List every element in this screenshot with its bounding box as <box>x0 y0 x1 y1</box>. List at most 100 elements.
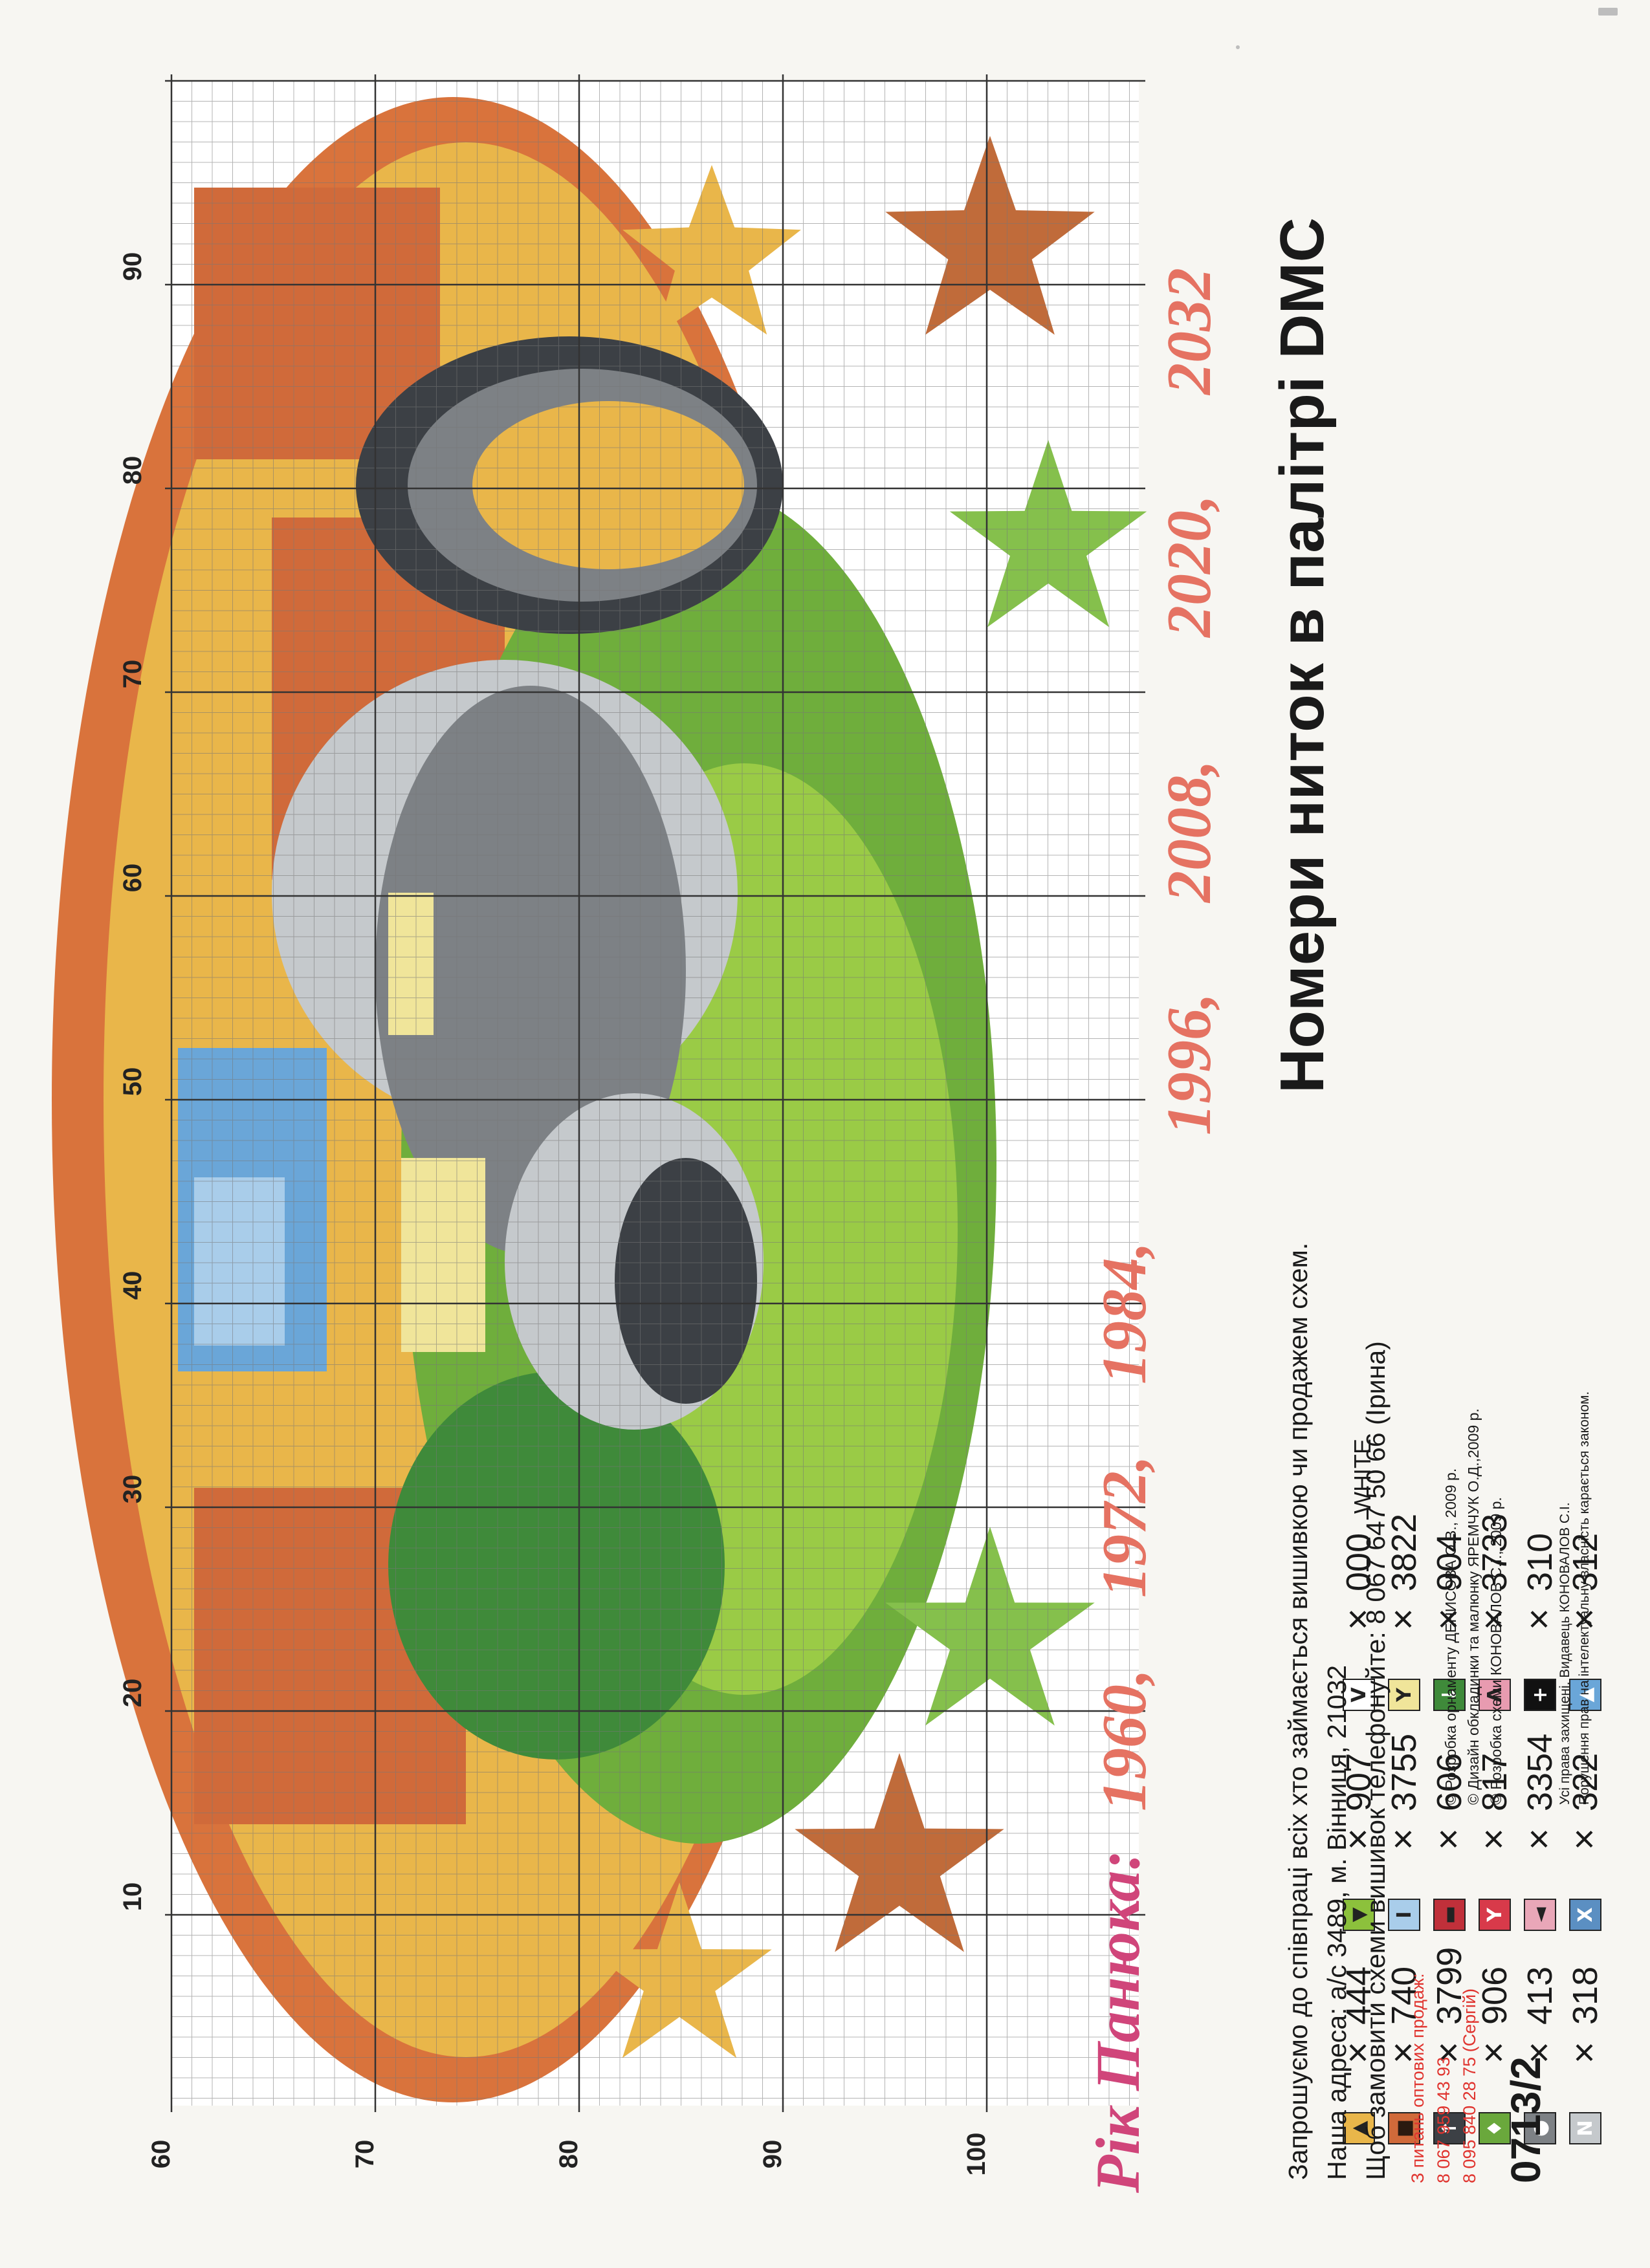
script-title: Рік Панюка: <box>1083 1850 1152 2194</box>
legend-item: ↓ × 904 <box>1427 1533 1469 1711</box>
legend-swatch <box>1479 1679 1511 1711</box>
x-axis-label: 70 <box>118 660 147 689</box>
legend-multiplier: × <box>1518 2042 1560 2064</box>
year-2032: 2032 <box>1154 268 1224 396</box>
year-1996: 1996, <box>1154 993 1224 1136</box>
legend-extra-label: WHITE <box>1349 1439 1376 1514</box>
legend-symbol: V <box>1348 1687 1370 1703</box>
credit-line: © Розробка схеми КОНОВАЛОВ С.І., 2009 р. <box>1488 1497 1504 1805</box>
cooperation-line-1: Запрошуємо до співпраці всіх хто займаєт… <box>1283 1243 1313 2180</box>
legend-dmc-code: 907 <box>1339 1753 1378 1811</box>
legend-multiplier: × <box>1473 1828 1515 1850</box>
legend-dmc-code: 000 <box>1339 1533 1378 1591</box>
legend-item: Y × 817 <box>1473 1753 1515 1931</box>
legend-dmc-code: 3733 <box>1475 1514 1514 1591</box>
legend-item: Y × 3822 <box>1382 1514 1424 1711</box>
legend-item: X × 322 <box>1563 1753 1605 1931</box>
legend-swatch <box>1433 2112 1466 2144</box>
legend-title: Номери ниток в палітрі DMC <box>1268 217 1337 1093</box>
legend-dmc-code: 310 <box>1521 1533 1559 1591</box>
credits: © Розробка орнаменту ДЕНИСОВА О.В., 2009… <box>1442 1408 1504 1805</box>
legend-multiplier: × <box>1427 1608 1469 1630</box>
legend-swatch <box>1524 1899 1556 1931</box>
legend-swatch <box>1343 1679 1375 1711</box>
brown-star <box>885 136 1095 335</box>
x-axis-label: 50 <box>118 1067 147 1096</box>
legend-items: ▲×444■×740↑×3799♦×906●×413N×318▼×907I×37… <box>1337 1439 1605 2144</box>
legend-symbol: ▲ <box>1348 2121 1370 2135</box>
legend-symbol: ◄ <box>1529 1907 1552 1922</box>
legend-symbol: ↓ <box>1438 1686 1461 1703</box>
legend-symbol: ▼ <box>1348 1907 1370 1922</box>
legend-swatch <box>1479 2112 1511 2144</box>
x-axis-label: 90 <box>118 252 147 281</box>
year-1984: 1984, <box>1090 1242 1160 1385</box>
legend-multiplier: × <box>1563 1828 1605 1850</box>
legend-item: ▬ × 606 <box>1427 1753 1469 1931</box>
y-axis-label: 100 <box>962 2133 991 2176</box>
rights-notice: Усі права захищені. Видавець КОНОВАЛОВ С… <box>1557 1391 1592 1805</box>
legend-dmc-code: 904 <box>1430 1533 1469 1591</box>
legend-swatch <box>1524 2112 1556 2144</box>
stitch-region <box>388 893 434 1035</box>
wholesale-phone-2: 8 095 840 28 75 (Сергій) <box>1460 1989 1479 2183</box>
y-axis-label: 90 <box>758 2140 787 2169</box>
wholesale-contacts: З питань оптових продаж: 8 067 959 43 93… <box>1408 1973 1479 2183</box>
black-swirl <box>615 1158 757 1404</box>
legend-symbol: ● <box>1529 2120 1552 2137</box>
scheme-code: 0713/2 <box>1502 2056 1549 2183</box>
legend-item: ● × 413 <box>1518 1967 1560 2144</box>
wholesale-title: З питань оптових продаж: <box>1408 1973 1427 2183</box>
stitch-region <box>194 1177 285 1346</box>
credit-line: © Дизайн обкладинки та малюнку ЯРЕМЧУК О… <box>1465 1408 1482 1805</box>
legend-multiplier: × <box>1337 2042 1379 2064</box>
legend-swatch <box>1433 1679 1466 1711</box>
x-axis-label: 40 <box>118 1271 147 1300</box>
dmc-legend: Номери ниток в палітрі DMC ▲×444■×740↑×3… <box>1268 217 1605 2144</box>
scan-speck <box>1236 45 1240 49</box>
scan-speck <box>1598 8 1618 16</box>
legend-dmc-code: 906 <box>1475 1967 1514 2025</box>
legend-multiplier: × <box>1518 1608 1560 1630</box>
brown-star <box>795 1753 1004 1952</box>
legend-symbol: Y <box>1484 1907 1506 1923</box>
x-axis-label: 20 <box>118 1679 147 1708</box>
legend-dmc-code: 312 <box>1566 1533 1605 1591</box>
legend-symbol: ▬ <box>1438 1906 1461 1924</box>
legend-dmc-code: 322 <box>1566 1753 1605 1811</box>
legend-item: ♦ × 906 <box>1473 1967 1515 2144</box>
legend-item: Λ × 3733 <box>1473 1514 1515 1711</box>
legend-multiplier: × <box>1427 1828 1469 1850</box>
grid-lines <box>165 74 1145 2112</box>
legend-multiplier: × <box>1473 1608 1515 1630</box>
legend-symbol: N <box>1574 2120 1597 2136</box>
legend-dmc-code: 413 <box>1521 1967 1559 2025</box>
legend-swatch <box>1569 2112 1601 2144</box>
legend-multiplier: × <box>1382 1828 1424 1850</box>
x-axis-label: 60 <box>118 864 147 893</box>
legend-symbol: X <box>1574 1907 1597 1922</box>
legend-multiplier: × <box>1337 1608 1379 1630</box>
cooperation-info: Запрошуємо до співпраці всіх хто займаєт… <box>1283 1243 1391 2180</box>
legend-symbol: ↑ <box>1438 2120 1461 2136</box>
stitch-grid <box>52 74 1147 2112</box>
legend-swatch <box>1433 1899 1466 1931</box>
year-2020: 2020, <box>1154 495 1224 639</box>
legend-multiplier: × <box>1382 2042 1424 2064</box>
year-2008: 2008, <box>1154 760 1224 904</box>
legend-dmc-code: 817 <box>1475 1753 1514 1811</box>
rights-line: Порушення прав на інтелектуальну власніс… <box>1577 1391 1592 1805</box>
legend-item: ▲ × 444 <box>1337 1967 1379 2144</box>
x-axis-label: 30 <box>118 1475 147 1504</box>
y-axis-label: 60 <box>147 2140 175 2169</box>
legend-swatch <box>1524 1679 1556 1711</box>
legend-swatch <box>1388 1679 1420 1711</box>
legend-dmc-code: 3755 <box>1385 1734 1424 1811</box>
grid-axis-labels: 10 20 30 40 50 60 70 80 90 60 70 80 90 1… <box>118 252 991 2176</box>
legend-swatch <box>1569 1679 1601 1711</box>
year-of-the-rooster-heading: Рік Панюка: 1960, 1972, 1984, 1996, 2008… <box>1083 268 1224 2194</box>
legend-item: ▼ × 907 <box>1337 1753 1379 1931</box>
legend-symbol: Λ <box>1484 1687 1506 1703</box>
legend-symbol: Y <box>1393 1687 1416 1703</box>
